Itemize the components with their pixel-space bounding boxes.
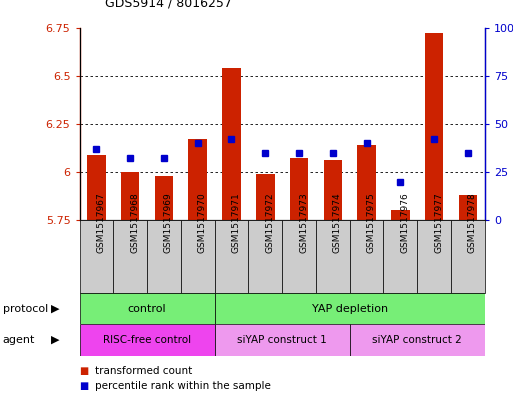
Bar bbox=[222, 68, 241, 220]
Text: siYAP construct 2: siYAP construct 2 bbox=[372, 335, 462, 345]
Text: agent: agent bbox=[3, 335, 35, 345]
Bar bbox=[324, 160, 342, 220]
Bar bbox=[316, 220, 350, 293]
Bar bbox=[188, 139, 207, 220]
Bar bbox=[154, 176, 173, 220]
Bar bbox=[256, 174, 274, 220]
Text: GSM1517973: GSM1517973 bbox=[299, 192, 308, 253]
Bar bbox=[425, 33, 443, 220]
Text: GSM1517977: GSM1517977 bbox=[434, 192, 443, 253]
Text: ▶: ▶ bbox=[51, 335, 60, 345]
Bar bbox=[383, 220, 417, 293]
Text: control: control bbox=[128, 303, 166, 314]
Text: RISC-free control: RISC-free control bbox=[103, 335, 191, 345]
Bar bbox=[290, 158, 308, 220]
Bar bbox=[451, 220, 485, 293]
Bar bbox=[121, 172, 140, 220]
Bar bbox=[391, 211, 410, 220]
Text: GSM1517974: GSM1517974 bbox=[333, 192, 342, 253]
Bar bbox=[80, 220, 113, 293]
Text: GSM1517969: GSM1517969 bbox=[164, 192, 173, 253]
Bar bbox=[113, 220, 147, 293]
Bar bbox=[147, 220, 181, 293]
Text: GSM1517968: GSM1517968 bbox=[130, 192, 139, 253]
Text: GSM1517975: GSM1517975 bbox=[367, 192, 376, 253]
Text: GSM1517972: GSM1517972 bbox=[265, 192, 274, 253]
Text: siYAP construct 1: siYAP construct 1 bbox=[238, 335, 327, 345]
Text: ▶: ▶ bbox=[51, 303, 60, 314]
Text: GSM1517967: GSM1517967 bbox=[96, 192, 105, 253]
Text: GSM1517976: GSM1517976 bbox=[400, 192, 409, 253]
Bar bbox=[350, 220, 383, 293]
Bar bbox=[80, 293, 214, 324]
Bar bbox=[181, 220, 214, 293]
Text: protocol: protocol bbox=[3, 303, 48, 314]
Bar bbox=[459, 195, 477, 220]
Text: ■: ■ bbox=[80, 365, 89, 376]
Bar bbox=[282, 220, 316, 293]
Text: GSM1517971: GSM1517971 bbox=[231, 192, 241, 253]
Bar bbox=[214, 324, 350, 356]
Text: ■: ■ bbox=[80, 381, 89, 391]
Bar bbox=[214, 220, 248, 293]
Bar bbox=[248, 220, 282, 293]
Bar bbox=[214, 293, 485, 324]
Bar bbox=[417, 220, 451, 293]
Bar bbox=[357, 145, 376, 220]
Bar bbox=[87, 154, 106, 220]
Bar bbox=[80, 324, 214, 356]
Text: percentile rank within the sample: percentile rank within the sample bbox=[95, 381, 271, 391]
Text: GSM1517970: GSM1517970 bbox=[198, 192, 207, 253]
Text: GDS5914 / 8016257: GDS5914 / 8016257 bbox=[105, 0, 232, 10]
Text: GSM1517978: GSM1517978 bbox=[468, 192, 477, 253]
Text: transformed count: transformed count bbox=[95, 365, 192, 376]
Text: YAP depletion: YAP depletion bbox=[311, 303, 388, 314]
Bar bbox=[350, 324, 485, 356]
